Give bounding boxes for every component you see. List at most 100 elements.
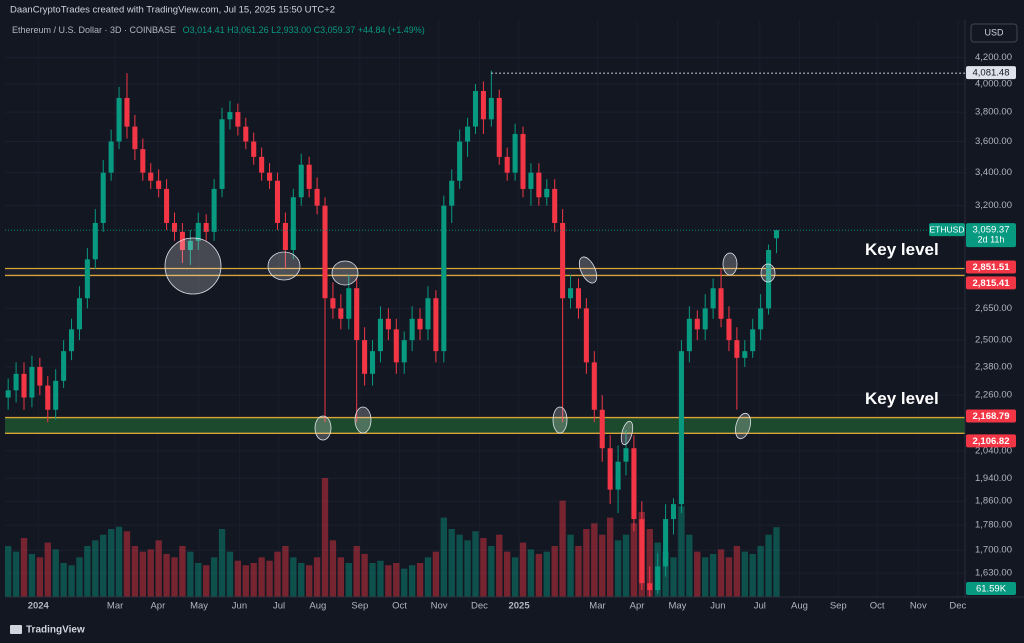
volume-bar (504, 551, 511, 597)
volume-bar (187, 551, 194, 597)
candle-body (338, 308, 344, 319)
y-tick-label: 2,650.00 (975, 303, 1012, 314)
highlight-circle (164, 237, 222, 295)
volume-bar (377, 560, 384, 597)
candle-body (536, 172, 542, 198)
candle-body (544, 188, 550, 198)
candle-body (13, 373, 19, 391)
symbol-tag-box (929, 223, 965, 237)
volume-pane (5, 478, 780, 597)
volume-bar (527, 549, 535, 597)
candle-body (552, 188, 558, 223)
volume-bar (725, 557, 733, 597)
volume-bar (5, 546, 12, 597)
level-label-box (966, 260, 1016, 274)
candle-body (465, 126, 471, 142)
volume-bar (678, 506, 685, 597)
high-marker-box (966, 66, 1016, 80)
highlight-circle (552, 406, 568, 434)
volume-bar (321, 478, 329, 597)
highlight-circle (722, 252, 738, 276)
highlight-circle (314, 415, 332, 441)
candle-body (362, 340, 368, 374)
volume-bar (614, 540, 622, 597)
volume-bar (218, 529, 226, 597)
candle-body (298, 164, 304, 198)
volume-bar (131, 546, 139, 597)
volume-bar (464, 540, 471, 597)
candle-body (369, 351, 376, 374)
x-tick-label: Mar (107, 601, 123, 612)
candle-body (385, 318, 391, 330)
candle-body (76, 298, 82, 330)
candle-body (433, 298, 439, 352)
volume-bar (709, 553, 717, 597)
volume-bar (100, 534, 107, 597)
volume-bar (694, 551, 701, 597)
candle-body (203, 222, 209, 232)
candle-body (140, 149, 146, 173)
candle-body (568, 288, 574, 299)
candle-body (251, 141, 257, 157)
volume-bar (543, 551, 550, 597)
volume-bar (266, 560, 273, 597)
symbol-name: Ethereum / U.S. Dollar · 3D · COINBASE (12, 25, 176, 35)
x-tick-label: Jul (273, 601, 285, 612)
candle-body (322, 205, 328, 299)
volume-bar (448, 529, 455, 597)
volume-bar (401, 568, 408, 597)
axes: 4,200.00 4,000.00 3,800.00 3,600.00 3,400.00… (28, 52, 1012, 611)
y-tick-label: 4,000.00 (975, 79, 1012, 90)
candle-body (496, 97, 502, 157)
candle-body (480, 91, 486, 120)
volume-bar (171, 557, 178, 597)
candles (5, 70, 780, 597)
candle-body (377, 318, 383, 352)
volume-bar (242, 565, 249, 597)
annotation: Key level (865, 389, 939, 408)
candle-body (53, 380, 59, 410)
candle-body (678, 351, 684, 505)
zone-fill (5, 268, 965, 276)
candle-body (417, 318, 423, 330)
highlights (164, 237, 776, 446)
currency-box[interactable] (970, 23, 1018, 43)
candle-body (187, 240, 193, 250)
candle-body (472, 91, 479, 127)
volume-bar (519, 542, 527, 597)
volume-bar (511, 557, 519, 597)
x-tick-label: Aug (309, 601, 326, 612)
last-price-label: 3,059.37 (973, 225, 1010, 236)
candle-body (195, 222, 201, 241)
candle-body (171, 222, 178, 232)
ohlc-values: O3,014.41 H3,061.26 L2,933.00 C3,059.37 … (183, 25, 425, 35)
volume-bar (385, 565, 392, 597)
x-tick-label: Dec (949, 601, 966, 612)
volume-bar (92, 540, 99, 597)
level-label: 2,851.51 (973, 262, 1011, 273)
last-price-box (966, 223, 1016, 248)
volume-bar (369, 563, 376, 597)
candle-body (734, 340, 740, 358)
candle-body (520, 134, 526, 189)
highlight-circle (578, 256, 598, 284)
volume-bar (551, 546, 558, 597)
candle-body (29, 366, 35, 398)
volume-bar (765, 534, 772, 597)
candle-body (528, 172, 534, 189)
candle-body (742, 351, 748, 358)
highlight-circle (760, 263, 776, 283)
candle-body (457, 141, 463, 181)
volume-bar (606, 517, 614, 597)
x-tick-label: 2025 (508, 601, 530, 612)
y-tick-label: 1,780.00 (975, 520, 1012, 531)
candle-body (108, 141, 114, 173)
volume-bar (733, 546, 741, 597)
volume-bar (329, 540, 337, 597)
volume-bar (773, 527, 780, 597)
candle-body (314, 188, 320, 206)
candle-body (655, 566, 661, 591)
candle-body (591, 362, 597, 410)
currency[interactable]: USD (984, 27, 1004, 37)
symbol-legend: Ethereum / U.S. Dollar · 3D · COINBASE O… (12, 25, 425, 35)
